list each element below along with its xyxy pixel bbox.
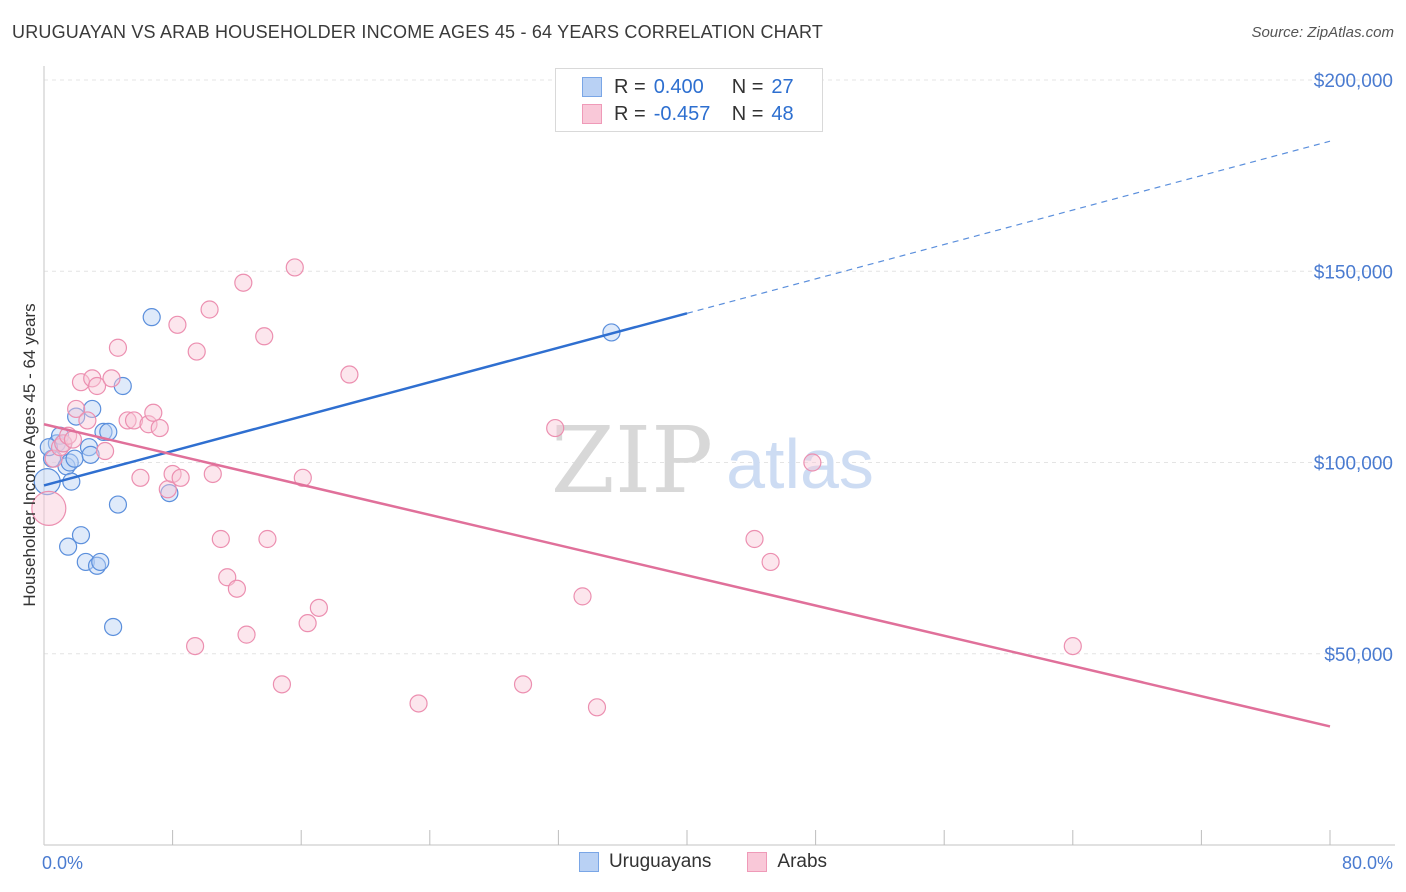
arab-point	[124, 411, 144, 430]
uruguayans-points	[33, 308, 621, 637]
series-label-arabs: Arabs	[777, 851, 828, 872]
chart-title: URUGUAYAN VS ARAB HOUSEHOLDER INCOME AGE…	[12, 22, 824, 42]
x-tick-label-max: 80.0%	[1342, 853, 1393, 873]
series-legend: Uruguayans Arabs	[0, 851, 1406, 873]
uruguayan-point	[67, 407, 86, 426]
uruguayans-trend-line	[43, 312, 688, 487]
arab-point	[211, 529, 230, 549]
arab-point	[272, 675, 292, 694]
grid-lines	[44, 79, 1395, 655]
series-label-uruguayans: Uruguayans	[608, 851, 712, 872]
uruguayans-trend-extension	[686, 140, 1331, 314]
axes	[43, 66, 1395, 846]
arab-point	[150, 418, 169, 438]
series-legend-uruguayans: Uruguayans	[578, 851, 712, 873]
arab-point	[44, 449, 63, 468]
arab-point	[78, 411, 97, 430]
arab-point	[255, 327, 274, 346]
uruguayan-point	[65, 449, 84, 468]
uruguayan-point	[108, 495, 128, 514]
series-swatch-uruguayans	[578, 852, 599, 872]
y-tick-label: $150,000	[1314, 262, 1393, 283]
legend-row-arabs: R = -0.457 N = 48	[582, 100, 794, 128]
arab-point	[409, 694, 428, 713]
legend-row-uruguayans: R = 0.400 N = 27	[582, 73, 794, 101]
y-tick-label: $50,000	[1324, 645, 1393, 666]
uruguayan-point	[104, 617, 123, 637]
arab-point	[285, 258, 304, 277]
arab-point	[1063, 636, 1082, 656]
legend-swatch-arabs	[582, 104, 602, 124]
arab-point	[573, 587, 592, 606]
legend-r-label: R =	[614, 102, 646, 125]
arab-point	[298, 614, 317, 633]
uruguayan-point	[71, 526, 91, 545]
legend-r-value: 0.400	[653, 75, 704, 98]
arab-point	[258, 529, 277, 549]
arab-point	[139, 415, 158, 434]
arab-point	[31, 490, 67, 526]
arab-point	[237, 625, 256, 644]
series-legend-arabs: Arabs	[747, 851, 827, 873]
legend-n-value: 48	[771, 102, 794, 125]
arab-point	[200, 300, 219, 319]
uruguayan-point	[83, 399, 102, 419]
arab-point	[587, 698, 607, 717]
y-axis-title: Householder Income Ages 45 - 64 years	[20, 303, 39, 606]
arab-point	[144, 403, 163, 422]
series-swatch-arabs	[747, 852, 768, 872]
legend-swatch-uruguayans	[582, 77, 602, 97]
y-tick-label: $100,000	[1314, 454, 1393, 475]
legend-n-label: N =	[731, 75, 764, 98]
arab-point	[67, 399, 86, 419]
correlation-legend: R = 0.400 N = 27 R = -0.457 N = 48	[555, 68, 823, 132]
uruguayan-point	[81, 445, 100, 464]
x-tick-label-min: 0.0%	[42, 853, 83, 873]
uruguayan-point	[59, 537, 78, 556]
watermark-atlas: atlas	[726, 425, 874, 503]
y-tick-label: $200,000	[1314, 71, 1393, 92]
arab-point	[745, 529, 764, 549]
arab-point	[102, 369, 121, 388]
legend-r-label: R =	[614, 75, 646, 98]
legend-n-label: N =	[731, 102, 764, 125]
arab-point	[203, 464, 222, 484]
watermark-zip: ZIP	[551, 407, 713, 514]
arab-point	[803, 453, 822, 472]
watermark: ZIP atlas	[551, 407, 874, 514]
arab-point	[309, 598, 328, 617]
arab-point	[131, 468, 150, 487]
uruguayan-point	[91, 552, 110, 572]
arab-point	[513, 675, 533, 694]
arabs-points	[31, 258, 1082, 717]
arab-point	[546, 418, 565, 438]
arab-point	[234, 273, 253, 292]
arab-point	[186, 636, 205, 656]
arab-point	[761, 552, 780, 572]
legend-n-value: 27	[771, 75, 794, 98]
arab-point	[108, 338, 128, 357]
arab-point	[118, 411, 137, 430]
arabs-trend-line	[43, 423, 1331, 728]
uruguayan-point	[142, 308, 161, 327]
arab-point	[87, 376, 107, 396]
trend-lines	[43, 140, 1331, 728]
axis-labels: $50,000 $100,000 $150,000 $200,000 0.0% 80.0%…	[20, 71, 1393, 873]
legend-r-value: -0.457	[653, 102, 711, 125]
source-label: Source: ZipAtlas.com	[1251, 24, 1394, 41]
arab-point	[187, 342, 206, 361]
arab-point	[340, 365, 359, 384]
arab-point	[168, 315, 187, 334]
arab-point	[171, 468, 190, 487]
arab-point	[95, 441, 115, 461]
uruguayan-point	[76, 552, 95, 572]
arab-point	[227, 579, 246, 598]
